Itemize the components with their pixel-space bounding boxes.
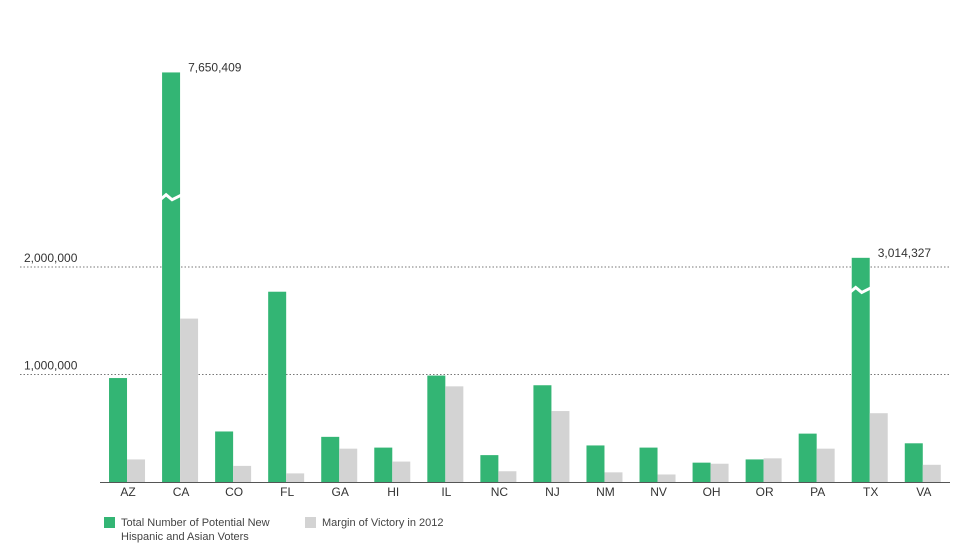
bar (162, 72, 181, 483)
axis-break (848, 285, 873, 295)
x-tick-label: CO (225, 485, 243, 499)
bar (127, 459, 146, 482)
bar (869, 413, 888, 482)
legend-item: Total Number of Potential New Hispanic a… (104, 516, 291, 544)
x-tick-label: NV (650, 485, 667, 499)
x-tick-label: GA (332, 485, 349, 499)
bar (816, 448, 835, 482)
bar (286, 473, 305, 482)
bar (657, 474, 676, 482)
bar (586, 445, 605, 482)
x-tick-label: NM (596, 485, 615, 499)
bar (321, 436, 340, 482)
y-tick-label: 2,000,000 (24, 251, 78, 265)
bar (498, 471, 517, 482)
legend: Total Number of Potential New Hispanic a… (104, 516, 443, 544)
x-tick-label: OH (703, 485, 721, 499)
bar (763, 458, 782, 482)
x-tick-label: AZ (120, 485, 135, 499)
x-tick-label: NJ (545, 485, 560, 499)
x-tick-label: VA (916, 485, 931, 499)
x-tick-label: NC (491, 485, 509, 499)
bar (710, 463, 729, 482)
bar (533, 385, 552, 482)
bar (692, 462, 711, 482)
legend-label: Margin of Victory in 2012 (322, 517, 444, 529)
bar (374, 447, 393, 482)
x-tick-label: PA (810, 485, 825, 499)
x-tick-label: TX (863, 485, 878, 499)
x-tick-label: OR (756, 485, 774, 499)
bar (604, 472, 623, 482)
value-label: 3,014,327 (878, 246, 932, 260)
x-tick-label: HI (387, 485, 399, 499)
bar (639, 447, 658, 482)
bar (798, 433, 817, 482)
bar (268, 291, 287, 482)
x-tick-label: FL (280, 485, 294, 499)
y-tick-label: 1,000,000 (24, 359, 78, 373)
bar (180, 318, 199, 482)
bar (745, 459, 764, 482)
legend-swatch (104, 517, 115, 528)
legend-swatch (305, 517, 316, 528)
chart: 1,000,000 2,000,000 AZ CA 7,650,409 CO FL GA HI I… (20, 61, 950, 499)
x-tick-label: CA (173, 485, 190, 499)
bar (904, 443, 923, 482)
bar (851, 257, 870, 482)
bar (233, 465, 252, 482)
bar (109, 378, 128, 482)
bar (215, 431, 234, 482)
bar (551, 411, 570, 482)
axis-break (159, 192, 183, 202)
bar (339, 448, 358, 482)
bar (922, 464, 941, 482)
x-tick-label: IL (441, 485, 451, 499)
bar (392, 461, 411, 482)
legend-label: Total Number of Potential New Hispanic a… (121, 517, 270, 543)
value-label: 7,650,409 (188, 61, 242, 75)
bar (427, 375, 446, 482)
bar (480, 455, 499, 482)
legend-item: Margin of Victory in 2012 (305, 516, 443, 544)
bar (445, 386, 464, 482)
